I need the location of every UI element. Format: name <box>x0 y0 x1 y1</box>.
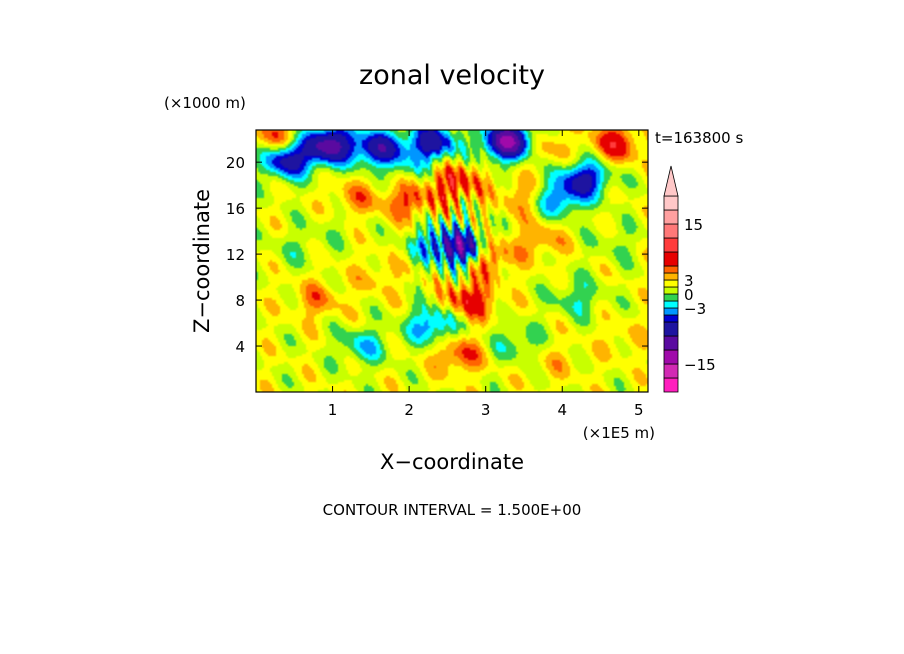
colorbar-swatch <box>663 251 679 267</box>
y-tick-label: 12 <box>226 246 245 264</box>
colorbar-swatch <box>663 321 679 337</box>
x-tick-label: 5 <box>634 401 644 419</box>
colorbar-swatch <box>663 279 679 288</box>
colorbar-swatch <box>663 223 679 239</box>
velocity-field <box>256 130 648 392</box>
plot-frame <box>255 129 649 393</box>
colorbar-tick-label: 3 <box>684 272 694 290</box>
colorbar-tick-label: 0 <box>684 286 694 304</box>
y-tick-label: 8 <box>235 292 245 310</box>
y-tick-label: 20 <box>226 154 245 172</box>
colorbar-swatch <box>663 265 679 274</box>
y-unit-label: (×1000 m) <box>164 94 246 112</box>
x-unit-label: (×1E5 m) <box>583 424 655 442</box>
colorbar-swatch <box>663 286 679 295</box>
contour-interval-label: CONTOUR INTERVAL = 1.500E+00 <box>323 501 582 519</box>
colorbar-tick-label: 15 <box>684 216 703 234</box>
x-axis: 1 2 3 4 5 <box>328 130 644 419</box>
colorbar-swatch <box>663 314 679 323</box>
colorbar-tick-label: −15 <box>684 356 716 374</box>
colorbar-swatch <box>663 195 679 211</box>
time-label: t=163800 s <box>655 129 743 147</box>
x-tick-label: 3 <box>481 401 491 419</box>
colorbar-swatch <box>663 335 679 351</box>
colorbar-swatch <box>663 293 679 302</box>
x-tick-label: 4 <box>557 401 567 419</box>
y-axis: 4 8 12 16 20 <box>226 154 648 356</box>
colorbar-swatch <box>663 363 679 379</box>
colorbar-swatch <box>663 349 679 365</box>
plot-area <box>255 129 649 393</box>
colorbar-swatch <box>663 377 679 393</box>
x-tick-label: 2 <box>404 401 414 419</box>
colorbar-swatch <box>663 237 679 253</box>
y-axis-title: Z−coordinate <box>190 189 214 333</box>
colorbar-tick-label: −3 <box>684 300 706 318</box>
colorbar-extend-arrow <box>663 165 679 197</box>
x-axis-title: X−coordinate <box>380 450 524 474</box>
y-tick-label: 4 <box>235 338 245 356</box>
chart-title: zonal velocity <box>359 60 545 91</box>
colorbar-swatch <box>663 300 679 309</box>
x-tick-label: 1 <box>328 401 338 419</box>
colorbar-swatch <box>663 272 679 281</box>
colorbar: 15 30−3 −15 <box>663 165 716 393</box>
colorbar-swatch <box>663 209 679 225</box>
y-tick-label: 16 <box>226 200 245 218</box>
colorbar-swatch <box>663 307 679 316</box>
